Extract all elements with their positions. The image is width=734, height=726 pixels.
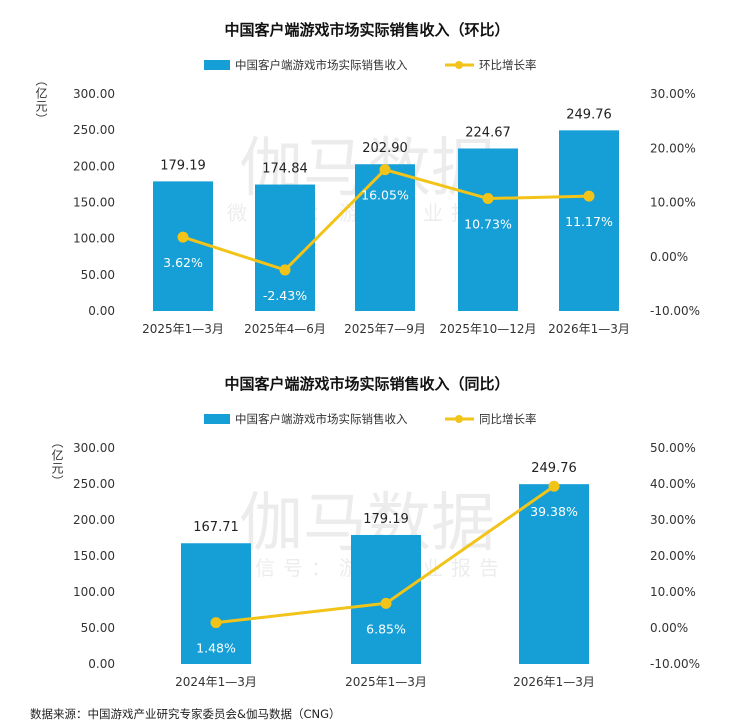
legend-bar-label: 中国客户端游戏市场实际销售收入 <box>235 58 408 72</box>
bar-value-label: 167.71 <box>193 520 239 535</box>
bar-value-label: 179.19 <box>160 158 206 173</box>
legend-line-marker <box>455 61 463 69</box>
growth-rate-point <box>279 264 291 276</box>
growth-rate-label: 16.05% <box>361 188 409 203</box>
growth-rate-point <box>482 193 494 205</box>
growth-rate-point <box>380 597 392 609</box>
chart-2: 中国客户端游戏市场实际销售收入（同比）中国客户端游戏市场实际销售收入 同比增长率伽… <box>73 375 700 689</box>
y2-tick-label: 50.00% <box>650 441 696 455</box>
x-category-label: 2024年1—3月 <box>175 675 257 689</box>
bar-value-label: 249.76 <box>531 461 577 476</box>
data-source-note: 数据来源：中国游戏产业研究专家委员会&伽马数据（CNG） <box>30 707 341 721</box>
bar <box>181 543 251 664</box>
growth-rate-label: 10.73% <box>464 217 512 232</box>
growth-rate-point <box>177 231 189 243</box>
x-category-label: 2025年1—3月 <box>345 675 427 689</box>
legend-bar-swatch <box>204 414 230 424</box>
bar-value-label: 249.76 <box>566 107 612 122</box>
growth-rate-point <box>548 480 560 492</box>
y-tick-label: 100.00 <box>73 232 115 246</box>
legend-line-label: 同比增长率 <box>479 412 537 426</box>
chart-title: 中国客户端游戏市场实际销售收入（同比） <box>224 375 509 393</box>
y-tick-label: 200.00 <box>73 159 115 173</box>
y-tick-label: 0.00 <box>88 304 115 318</box>
y-tick-label: 300.00 <box>73 441 115 455</box>
bar-value-label: 179.19 <box>363 512 409 527</box>
y-axis-unit-label: （亿元） <box>50 436 64 488</box>
growth-rate-point <box>210 617 222 629</box>
bar <box>519 484 589 664</box>
legend-bar-label: 中国客户端游戏市场实际销售收入 <box>235 412 408 426</box>
growth-rate-label: 39.38% <box>530 504 578 519</box>
y2-tick-label: 0.00% <box>650 250 688 264</box>
bar <box>355 164 415 311</box>
y2-tick-label: 20.00% <box>650 549 696 563</box>
growth-rate-label: 6.85% <box>366 621 406 636</box>
growth-rate-point <box>379 164 391 176</box>
y2-tick-label: 30.00% <box>650 513 696 527</box>
y-tick-label: 250.00 <box>73 477 115 491</box>
y-tick-label: 200.00 <box>73 513 115 527</box>
bar-value-label: 174.84 <box>262 162 308 177</box>
chart-title: 中国客户端游戏市场实际销售收入（环比） <box>224 21 509 39</box>
x-category-label: 2025年1—3月 <box>142 322 224 336</box>
y-tick-label: 150.00 <box>73 549 115 563</box>
y2-tick-label: -10.00% <box>650 304 700 318</box>
chart-1: 中国客户端游戏市场实际销售收入（环比）中国客户端游戏市场实际销售收入环比增长率伽… <box>73 21 700 336</box>
bar-value-label: 202.90 <box>362 141 408 156</box>
legend-line-marker <box>455 415 463 423</box>
y2-tick-label: 10.00% <box>650 585 696 599</box>
x-category-label: 2025年7—9月 <box>344 322 426 336</box>
y2-tick-label: -10.00% <box>650 657 700 671</box>
bar <box>559 130 619 311</box>
x-category-label: 2026年1—3月 <box>513 675 595 689</box>
growth-rate-label: 3.62% <box>163 255 203 270</box>
y-tick-label: 250.00 <box>73 123 115 137</box>
y-tick-label: 300.00 <box>73 87 115 101</box>
y-tick-label: 150.00 <box>73 196 115 210</box>
growth-rate-point <box>583 190 595 202</box>
growth-rate-label: -2.43% <box>263 288 307 303</box>
y-tick-label: 0.00 <box>88 657 115 671</box>
y-tick-label: 50.00 <box>81 268 115 282</box>
y2-tick-label: 30.00% <box>650 87 696 101</box>
y2-tick-label: 40.00% <box>650 477 696 491</box>
bar <box>153 181 213 311</box>
growth-rate-label: 1.48% <box>196 641 236 656</box>
y-tick-label: 100.00 <box>73 585 115 599</box>
y2-tick-label: 10.00% <box>650 196 696 210</box>
legend-bar-swatch <box>204 60 230 70</box>
y2-tick-label: 20.00% <box>650 141 696 155</box>
y-tick-label: 50.00 <box>81 621 115 635</box>
x-category-label: 2025年4—6月 <box>244 322 326 336</box>
x-category-label: 2026年1—3月 <box>548 322 630 336</box>
x-category-label: 2025年10—12月 <box>439 322 536 336</box>
growth-rate-label: 11.17% <box>565 214 613 229</box>
y-axis-unit-label: （亿元） <box>34 74 48 126</box>
bar-value-label: 224.67 <box>465 125 511 140</box>
bar <box>458 148 518 311</box>
y2-tick-label: 0.00% <box>650 621 688 635</box>
legend-line-label: 环比增长率 <box>479 58 537 72</box>
